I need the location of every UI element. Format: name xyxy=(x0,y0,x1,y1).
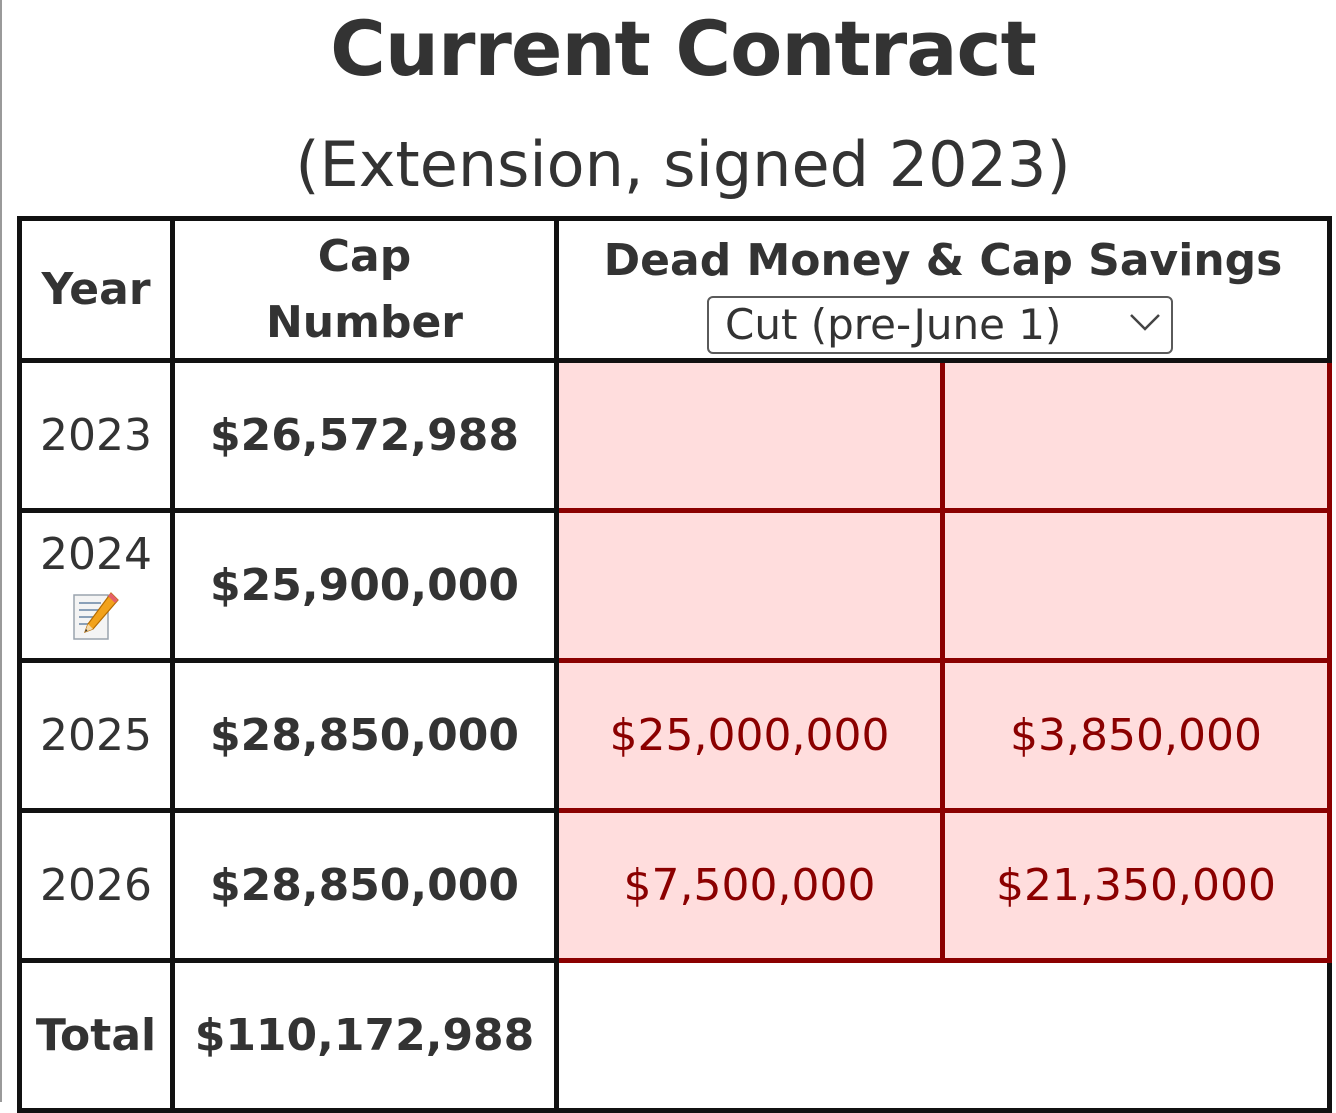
table-header-row: Year Cap Number Dead Money & Cap Savings… xyxy=(17,216,1332,363)
dead-money-cell xyxy=(554,358,945,513)
total-empty-cell xyxy=(554,958,1332,1113)
total-row: Total $110,172,988 xyxy=(17,958,1332,1113)
contract-table: Year Cap Number Dead Money & Cap Savings… xyxy=(17,216,1332,1113)
table-row: 2025 $28,850,000 $25,000,000 $3,850,000 xyxy=(17,658,1332,813)
cap-savings-cell: $3,850,000 xyxy=(940,658,1332,813)
page-subtitle: (Extension, signed 2023) xyxy=(295,128,1071,201)
year-column-header: Year xyxy=(17,216,175,363)
year-text: 2024 xyxy=(40,528,152,580)
table-row: 2024 $25,900,000 xyxy=(17,508,1332,663)
chevron-down-icon xyxy=(1130,313,1160,331)
total-cap-number-cell: $110,172,988 xyxy=(170,958,559,1113)
year-cell: 2026 xyxy=(17,808,175,963)
cap-number-cell: $28,850,000 xyxy=(170,808,559,963)
dead-money-header-label: Dead Money & Cap Savings xyxy=(603,234,1283,286)
cap-savings-cell xyxy=(940,508,1332,663)
scenario-select[interactable]: Cut (pre-June 1) xyxy=(707,295,1173,354)
page-title: Current Contract xyxy=(330,4,1037,93)
dead-money-column-header: Dead Money & Cap Savings Cut (pre-June 1… xyxy=(554,216,1332,363)
year-cell: 2025 xyxy=(17,658,175,813)
cap-number-cell: $25,900,000 xyxy=(170,508,559,663)
cap-header-label-line2: Number xyxy=(265,296,464,348)
cap-savings-cell: $21,350,000 xyxy=(940,808,1332,963)
scenario-select-value: Cut (pre-June 1) xyxy=(725,299,1062,349)
table-row: 2026 $28,850,000 $7,500,000 $21,350,000 xyxy=(17,808,1332,963)
total-label-cell: Total xyxy=(17,958,175,1113)
cap-number-column-header: Cap Number xyxy=(170,216,559,363)
left-edge-divider xyxy=(0,0,2,1102)
table-row: 2023 $26,572,988 xyxy=(17,358,1332,513)
dead-money-cell: $7,500,000 xyxy=(554,808,945,963)
cap-number-cell: $26,572,988 xyxy=(170,358,559,513)
year-cell: 2023 xyxy=(17,358,175,513)
cap-number-cell: $28,850,000 xyxy=(170,658,559,813)
dead-money-cell xyxy=(554,508,945,663)
year-cell: 2024 xyxy=(17,508,175,663)
cap-savings-cell xyxy=(940,358,1332,513)
dead-money-cell: $25,000,000 xyxy=(554,658,945,813)
pencil-memo-icon[interactable] xyxy=(71,589,121,643)
year-header-label: Year xyxy=(41,263,151,315)
cap-header-label-line1: Cap xyxy=(317,230,412,282)
